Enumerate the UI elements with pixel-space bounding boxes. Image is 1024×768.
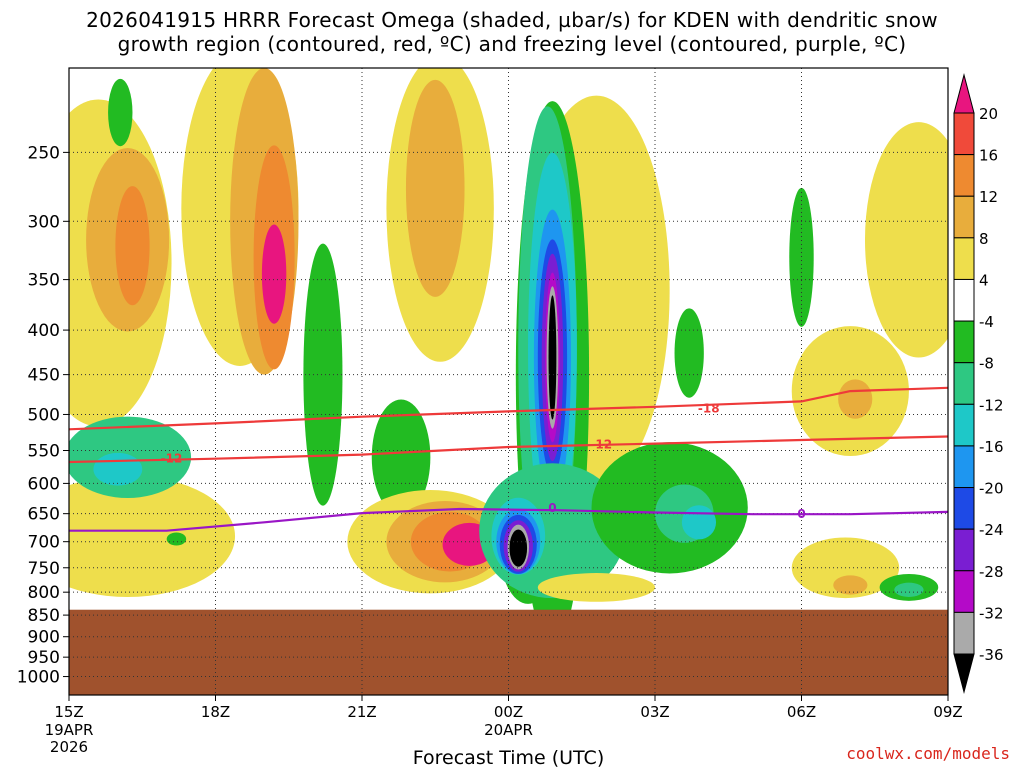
- y-tick-label-900: 900: [28, 628, 60, 648]
- x-tick-label-21Z: 21Z: [347, 703, 376, 721]
- y-tick-label-250: 250: [28, 143, 60, 163]
- colorbar-label-4: 4: [979, 271, 989, 289]
- y-tick-label-650: 650: [28, 505, 60, 525]
- x-tick-sublabel-15Z-1: 2026: [50, 738, 88, 756]
- colorbar-band-2: [953, 154, 975, 197]
- omega-region-50: [166, 532, 187, 546]
- colorbar-label-1: 16: [979, 147, 998, 165]
- colorbar-band-3: [953, 195, 975, 239]
- y-tick-label-500: 500: [28, 405, 60, 425]
- y-tick-label-400: 400: [28, 321, 60, 341]
- contour-label-2: -12: [590, 437, 612, 451]
- x-tick-label-00Z: 00Z: [494, 703, 523, 721]
- contour-line-0: [68, 386, 949, 431]
- chart-title-line1: 2026041915 HRRR Forecast Omega (shaded, …: [86, 8, 938, 32]
- source-credit: coolwx.com/models: [846, 744, 1010, 763]
- colorbar-label-8: -16: [979, 438, 1004, 456]
- omega-region-8: [405, 79, 465, 297]
- colorbar-band-7: [953, 362, 975, 405]
- y-tick-label-750: 750: [28, 559, 60, 579]
- omega-region-11: [303, 243, 343, 506]
- omega-region-36: [509, 529, 528, 567]
- omega-region-40: [681, 505, 717, 540]
- y-tick-label-1000: 1000: [17, 668, 60, 688]
- colorbar-label-13: -36: [979, 646, 1004, 664]
- omega-region-47: [864, 122, 948, 358]
- colorbar-label-7: -12: [979, 396, 1004, 414]
- colorbar-label-2: 12: [979, 188, 998, 206]
- omega-region-6: [261, 224, 287, 324]
- x-tick-label-18Z: 18Z: [201, 703, 230, 721]
- colorbar-band-1: [953, 112, 975, 156]
- colorbar-band-6: [953, 320, 975, 364]
- x-tick-label-09Z: 09Z: [933, 703, 962, 721]
- omega-region-13: [69, 475, 236, 598]
- axes: 2503003504004505005506006507007508008509…: [17, 143, 963, 768]
- colorbar-label-5: -4: [979, 313, 994, 331]
- x-axis-label: Forecast Time (UTC): [413, 747, 604, 768]
- omega-region-44: [838, 379, 873, 419]
- y-tick-label-700: 700: [28, 533, 60, 553]
- y-tick-label-300: 300: [28, 212, 60, 232]
- contour-line-2: [69, 507, 949, 532]
- y-tick-label-450: 450: [28, 366, 60, 386]
- colorbar-label-6: -8: [979, 355, 994, 373]
- y-tick-label-800: 800: [28, 583, 60, 603]
- colorbar-band-8: [953, 403, 975, 447]
- y-tick-label-600: 600: [28, 474, 60, 494]
- y-tick-label-950: 950: [28, 648, 60, 668]
- colorbar-cap-top: [953, 73, 975, 114]
- colorbar-label-12: -32: [979, 604, 1004, 622]
- temperature-contours: -12 -18 -12 0 0: [68, 386, 949, 532]
- colorbar-band-13: [953, 611, 975, 655]
- x-tick-label-03Z: 03Z: [640, 703, 669, 721]
- omega-region-42: [789, 187, 814, 327]
- omega-region-49: [894, 582, 924, 597]
- omega-region-37: [537, 573, 656, 602]
- x-tick-label-06Z: 06Z: [787, 703, 816, 721]
- omega-region-2: [115, 186, 150, 306]
- omega-region-15: [93, 452, 143, 486]
- contour-label-4: 0: [797, 507, 805, 521]
- colorbar: 20 16 12 8 4 -4 -8 -12 -16 -20 -24 -28 -32 -36: [953, 73, 1004, 694]
- colorbar-band-11: [953, 528, 975, 572]
- contour-line-1: [68, 435, 949, 464]
- colorbar-band-9: [953, 445, 975, 489]
- contour-label-0: -12: [161, 452, 183, 466]
- colorbar-label-10: -24: [979, 521, 1004, 539]
- omega-region-28: [548, 295, 557, 420]
- x-tick-sublabel-15Z-0: 19APR: [45, 721, 94, 739]
- x-tick-label-15Z: 15Z: [54, 703, 83, 721]
- colorbar-label-11: -28: [979, 563, 1004, 581]
- colorbar-cap-bottom: [953, 653, 975, 694]
- colorbar-label-3: 8: [979, 230, 989, 248]
- y-tick-label-850: 850: [28, 606, 60, 626]
- omega-region-12: [371, 399, 431, 516]
- colorbar-band-12: [953, 570, 975, 613]
- contour-label-3: 0: [548, 501, 556, 515]
- omega-region-10: [108, 78, 133, 147]
- omega-region-41: [674, 308, 704, 398]
- colorbar-band-5: [953, 278, 975, 322]
- colorbar-label-0: 20: [979, 105, 998, 123]
- omega-shading-layer: [69, 68, 948, 649]
- gridlines: [69, 68, 948, 695]
- colorbar-band-4: [953, 237, 975, 280]
- omega-region-46: [833, 575, 868, 595]
- chart-title-line2: growth region (contoured, red, ºC) and f…: [117, 32, 907, 56]
- colorbar-label-9: -20: [979, 480, 1004, 498]
- y-tick-label-350: 350: [28, 271, 60, 291]
- y-tick-label-550: 550: [28, 442, 60, 462]
- contour-label-1: -18: [698, 401, 720, 415]
- colorbar-band-10: [953, 487, 975, 530]
- x-tick-sublabel-00Z-0: 20APR: [484, 721, 533, 739]
